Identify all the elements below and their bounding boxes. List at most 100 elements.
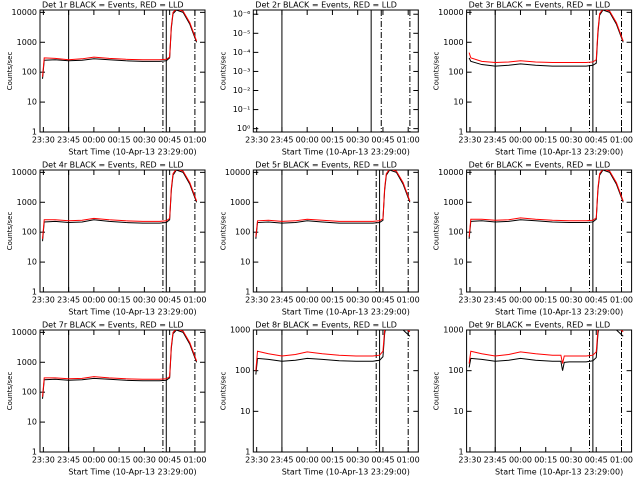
chart-title: Det 2r BLACK = Events, RED = LLD (255, 1, 397, 10)
y-tick-label: 100 (448, 68, 463, 77)
y-tick-label: 10 (453, 258, 463, 267)
y-tick-label: 10000 (438, 168, 463, 177)
series-line (468, 170, 624, 237)
series-line (42, 330, 198, 399)
x-tick-label: 23:45 (484, 296, 507, 305)
y-axis-label: Counts/sec (6, 52, 14, 91)
y-tick-label: 1 (245, 448, 250, 457)
x-axis-label: Start Time (10-Apr-13 23:29:00) (495, 308, 623, 317)
plot-frame (466, 329, 633, 453)
x-axis-label: Start Time (10-Apr-13 23:29:00) (68, 308, 196, 317)
x-tick-label: 01:00 (183, 136, 206, 145)
y-tick-label: 1 (459, 128, 464, 137)
y-tick-label: 1000 (443, 326, 463, 335)
y-tick-label: 100 (235, 228, 250, 237)
x-tick-label: 23:45 (57, 296, 80, 305)
x-tick-label: 23:30 (245, 296, 268, 305)
x-tick-label: 01:00 (610, 456, 633, 465)
x-tick-label: 23:30 (32, 456, 55, 465)
x-tick-label: 00:45 (585, 296, 608, 305)
x-axis-label: Start Time (10-Apr-13 23:29:00) (282, 468, 410, 477)
y-tick-label: 1 (32, 448, 37, 457)
series-line (468, 10, 624, 67)
x-tick-label: 00:45 (371, 456, 394, 465)
chart-title: Det 4r BLACK = Events, RED = LLD (42, 161, 184, 170)
chart-panel: Det 7r BLACK = Events, RED = LLD Start Ti… (6, 321, 206, 477)
y-tick-label: 1 (459, 448, 464, 457)
x-tick-label: 00:00 (82, 296, 105, 305)
y-tick-label: 10 (27, 98, 37, 107)
x-tick-label: 00:00 (296, 456, 319, 465)
y-tick-label: 100 (22, 68, 37, 77)
x-axis-label: Start Time (10-Apr-13 23:29:00) (495, 468, 623, 477)
y-tick-label: 1000 (17, 358, 37, 367)
y-tick-label: 10⁻² (233, 86, 251, 95)
x-tick-label: 00:15 (108, 296, 131, 305)
series-line (468, 330, 624, 364)
y-tick-label: 100 (235, 366, 250, 375)
x-tick-label: 23:45 (270, 136, 293, 145)
y-tick-label: 1 (32, 288, 37, 297)
x-tick-label: 00:15 (534, 136, 557, 145)
x-tick-label: 23:30 (32, 296, 55, 305)
y-tick-label: 1 (459, 288, 464, 297)
x-tick-label: 00:45 (585, 136, 608, 145)
y-tick-label: 100 (22, 228, 37, 237)
x-tick-label: 23:45 (270, 296, 293, 305)
y-tick-label: 1000 (443, 198, 463, 207)
y-tick-label: 1000 (17, 198, 37, 207)
y-tick-label: 10⁻⁴ (233, 48, 251, 57)
series-line (255, 170, 411, 237)
chart-title: Det 9r BLACK = Events, RED = LLD (469, 321, 611, 330)
x-tick-label: 00:30 (346, 136, 369, 145)
plot-frame (39, 9, 206, 133)
chart-title: Det 7r BLACK = Events, RED = LLD (42, 321, 184, 330)
y-axis-label: Counts/sec (6, 212, 14, 251)
plot-frame (252, 329, 419, 453)
x-tick-label: 23:30 (245, 456, 268, 465)
x-tick-label: 23:45 (484, 456, 507, 465)
x-tick-label: 01:00 (610, 296, 633, 305)
chart-panel: Det 4r BLACK = Events, RED = LLD Start Ti… (6, 161, 206, 317)
y-tick-label: 1000 (230, 198, 250, 207)
y-tick-label: 10 (240, 258, 250, 267)
x-axis-label: Start Time (10-Apr-13 23:29:00) (68, 468, 196, 477)
x-tick-label: 01:00 (397, 296, 420, 305)
chart-panel: Det 3r BLACK = Events, RED = LLD Start Ti… (433, 1, 633, 157)
x-tick-label: 01:00 (183, 296, 206, 305)
x-tick-label: 00:15 (108, 136, 131, 145)
chart-title: Det 8r BLACK = Events, RED = LLD (255, 321, 397, 330)
chart-panel: Det 5r BLACK = Events, RED = LLD Start Ti… (219, 161, 419, 317)
y-axis-label: Counts/sec (219, 52, 227, 91)
x-tick-label: 00:15 (321, 456, 344, 465)
x-tick-label: 23:30 (32, 136, 55, 145)
y-tick-label: 100 (448, 366, 463, 375)
x-tick-label: 00:45 (158, 296, 181, 305)
x-tick-label: 00:30 (559, 456, 582, 465)
x-tick-label: 00:45 (585, 456, 608, 465)
y-tick-label: 10⁰ (237, 124, 250, 133)
chart-title: Det 6r BLACK = Events, RED = LLD (469, 161, 611, 170)
y-tick-label: 10 (27, 418, 37, 427)
x-tick-label: 23:45 (57, 456, 80, 465)
x-tick-label: 00:45 (158, 136, 181, 145)
x-tick-label: 00:30 (133, 136, 156, 145)
x-tick-label: 00:30 (133, 296, 156, 305)
chart-panel: Det 8r BLACK = Events, RED = LLD Start Ti… (219, 321, 419, 477)
plot-frame (252, 9, 419, 133)
x-tick-label: 00:30 (559, 136, 582, 145)
y-tick-label: 10⁻³ (233, 67, 251, 76)
series-line (255, 330, 411, 375)
chart-panel: Det 1r BLACK = Events, RED = LLD Start Ti… (6, 1, 206, 157)
x-tick-label: 00:45 (371, 296, 394, 305)
x-tick-label: 00:30 (559, 296, 582, 305)
x-tick-label: 00:00 (82, 136, 105, 145)
chart-title: Det 1r BLACK = Events, RED = LLD (42, 1, 184, 10)
x-tick-label: 01:00 (397, 136, 420, 145)
series-line (42, 170, 198, 239)
y-tick-label: 10000 (12, 8, 37, 17)
chart-title: Det 3r BLACK = Events, RED = LLD (469, 1, 611, 10)
x-tick-label: 00:00 (509, 456, 532, 465)
